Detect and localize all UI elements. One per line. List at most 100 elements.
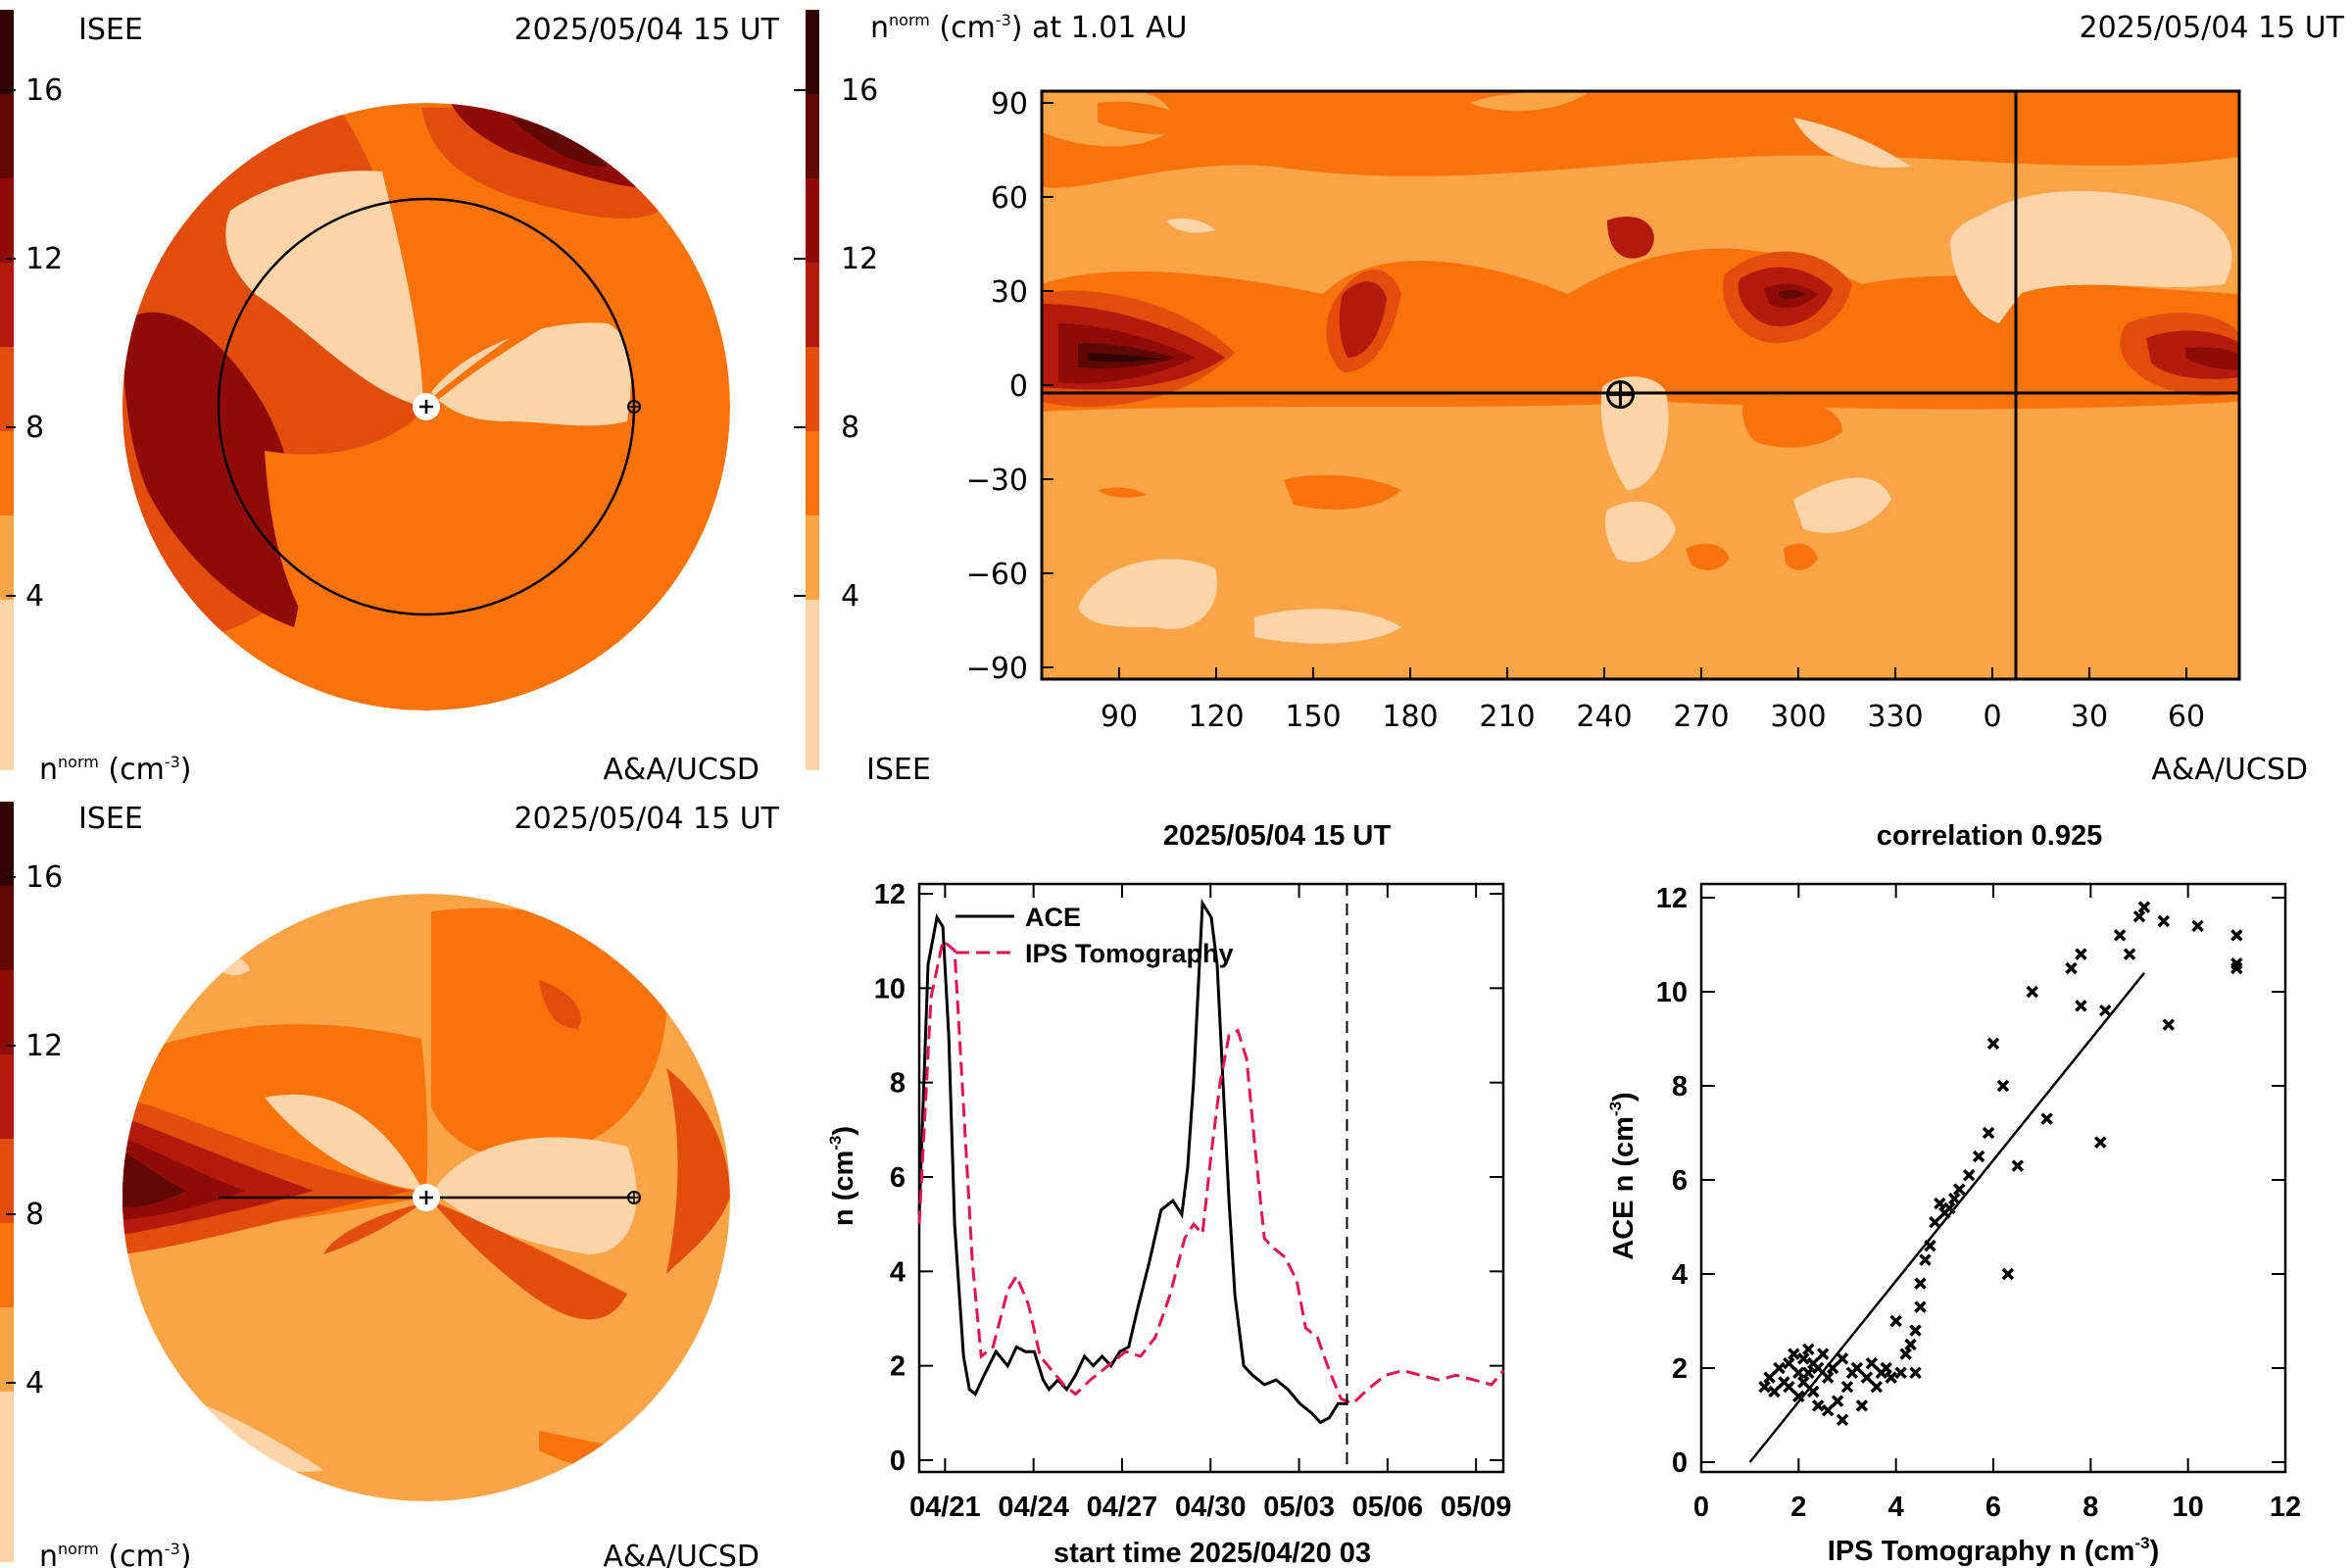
colorbar-level-5: [0, 263, 14, 347]
scatter-point: [1860, 1371, 1874, 1384]
colorbar-level-7: [0, 94, 14, 178]
colorbar-level-3: [806, 431, 819, 515]
ips-tomography-series-line: [917, 938, 1505, 1405]
map-x-tick-label: 240: [1576, 700, 1632, 734]
scatter-point: [1797, 1352, 1810, 1365]
ts-y-tick-label: 12: [874, 879, 906, 910]
map-y-tick-label: −30: [966, 464, 1028, 498]
colorbar-tick-16: 16: [841, 74, 878, 108]
scatter-point: [1831, 1395, 1844, 1407]
sc-y-tick-label: 10: [1656, 977, 1688, 1008]
scatter-point: [2098, 1004, 2112, 1017]
scatter-point: [1826, 1361, 1839, 1375]
colorbar-tick-8: 8: [25, 1198, 44, 1232]
legend-ace-label: ACE: [1025, 903, 1081, 932]
sc-x-tick-label: 8: [2082, 1492, 2098, 1523]
scatter-point: [2094, 1136, 2107, 1149]
scatter-point: [2230, 961, 2243, 975]
colorbar-top-right: 16 12 8 4: [794, 10, 878, 770]
scatter-point: [2113, 929, 2127, 942]
colorbar-level-8: [0, 802, 14, 886]
chart-title: correlation 0.925: [1877, 820, 2103, 852]
ts-y-tick-label: 2: [890, 1351, 906, 1383]
map-title: nnorm (cm-3) at 1.01 AU: [870, 11, 1188, 45]
colorbar-level-3: [0, 431, 14, 515]
scatter-point: [2026, 985, 2038, 999]
sc-x-tick-label: 4: [1888, 1492, 1904, 1523]
scatter-point: [1909, 1366, 1922, 1380]
scatter-point: [1865, 1356, 1879, 1370]
scatter-chart: correlation 0.925 0 2 4 6 8 10 12 0 2 4 6 8 10 12 IPS…: [1606, 820, 2301, 1567]
colorbar-level-1: [806, 600, 819, 770]
colorbar-level-7: [806, 94, 819, 178]
plot-frame: [1699, 882, 2287, 1474]
colorbar-level-8: [0, 10, 14, 94]
scatter-point: [1914, 1300, 1927, 1313]
scatter-point: [1806, 1385, 1820, 1398]
ts-y-tick-label: 8: [890, 1068, 906, 1100]
scatter-point: [1768, 1385, 1781, 1398]
timestamp-label: 2025/05/04 15 UT: [2080, 11, 2345, 45]
sc-y-tick-label: 12: [1656, 883, 1688, 914]
colorbar-level-5: [0, 1054, 14, 1139]
scatter-point: [1924, 1239, 1936, 1252]
sc-x-tick-label: 6: [1985, 1492, 2001, 1523]
colorbar-tick-16: 16: [25, 860, 63, 895]
scatter-point: [1909, 1324, 1922, 1337]
sun-cross-icon: [419, 400, 433, 414]
chart-title: 2025/05/04 15 UT: [1163, 820, 1391, 852]
ts-x-tick-label: 05/06: [1352, 1492, 1424, 1523]
plot-frame: [917, 882, 1505, 1474]
ts-x-tick-label: 04/21: [909, 1492, 981, 1523]
colorbar-top-left: 16 12 8 4: [0, 10, 63, 770]
unit-label: nnorm (cm-3): [39, 1540, 191, 1568]
scatter-point: [1889, 1314, 1902, 1328]
scatter-points: [1758, 901, 2243, 1427]
ts-y-tick-label: 4: [890, 1256, 906, 1288]
sc-y-tick-label: 0: [1672, 1447, 1688, 1479]
sc-y-tick-label: 2: [1672, 1353, 1688, 1385]
scatter-point: [1802, 1343, 1815, 1356]
source-label: ISEE: [78, 802, 143, 836]
time-series-chart: 2025/05/04 15 UT 04/21 04/24 04/27 04/30 05/…: [826, 820, 1511, 1568]
scatter-point: [1816, 1348, 1830, 1360]
map-x-tick-label: 120: [1188, 700, 1244, 734]
credit-label: A&A/UCSD: [603, 753, 760, 787]
map-x-tick-label: 90: [1101, 700, 1138, 734]
scatter-point: [1919, 1253, 1932, 1266]
source-label: ISEE: [866, 753, 931, 787]
scatter-point: [1929, 1215, 1941, 1229]
ts-x-tick-label: 05/09: [1441, 1492, 1512, 1523]
map-x-tick-label: 300: [1770, 700, 1826, 734]
colorbar-level-6: [806, 178, 819, 263]
unit-label: nnorm (cm-3): [39, 753, 191, 787]
credit-label: A&A/UCSD: [603, 1540, 760, 1568]
sc-y-tick-label: 4: [1672, 1259, 1688, 1291]
map-y-tick-label: 60: [991, 181, 1028, 216]
scatter-point: [1783, 1380, 1795, 1394]
colorbar-tick-4: 4: [841, 579, 859, 613]
sc-x-tick-label: 2: [1790, 1492, 1806, 1523]
colorbar-tick-12: 12: [841, 242, 878, 276]
colorbar-level-5: [806, 263, 819, 347]
scatter-point: [1934, 1197, 1946, 1210]
map-y-tick-label: 90: [991, 87, 1028, 122]
scatter-point: [2075, 1000, 2087, 1012]
map-x-tick-label: 30: [2071, 700, 2108, 734]
y-axis-label: ACE n (cm-3): [1606, 1092, 1640, 1259]
colorbar-level-1: [0, 600, 14, 770]
ts-x-tick-label: 04/30: [1175, 1492, 1247, 1523]
ace-series-line: [917, 898, 1348, 1425]
map-x-tick-label: 180: [1382, 700, 1438, 734]
scatter-point: [1855, 1399, 1869, 1412]
colorbar-level-4: [0, 1139, 14, 1223]
scatter-point: [1758, 1380, 1771, 1394]
colorbar-level-6: [0, 970, 14, 1054]
map-x-tick-label: 0: [1983, 700, 2001, 734]
scatter-point: [2191, 919, 2204, 933]
time-series-axes: 04/21 04/24 04/27 04/30 05/03 05/06 05/09 0 2 4 6 8…: [874, 879, 1512, 1523]
colorbar-tick-8: 8: [841, 411, 859, 445]
scatter-point: [2123, 948, 2136, 960]
colorbar-tick-8: 8: [25, 411, 44, 445]
scatter-point: [2001, 1267, 2015, 1281]
